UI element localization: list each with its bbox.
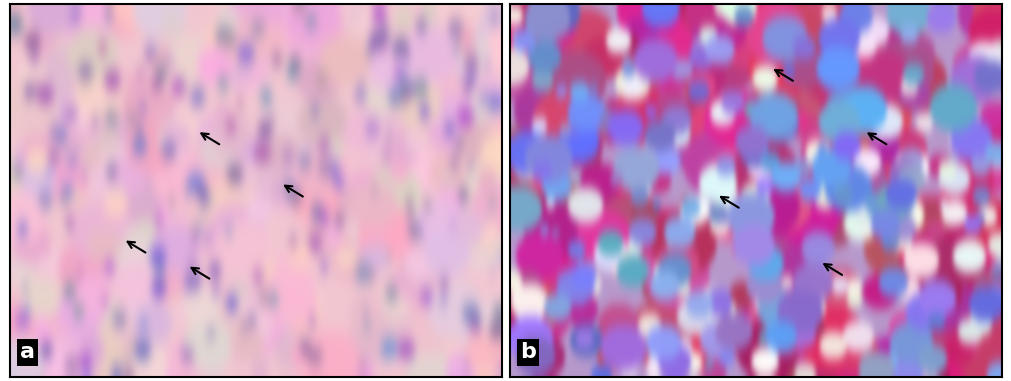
Text: b: b [520,342,535,362]
Text: a: a [20,342,35,362]
